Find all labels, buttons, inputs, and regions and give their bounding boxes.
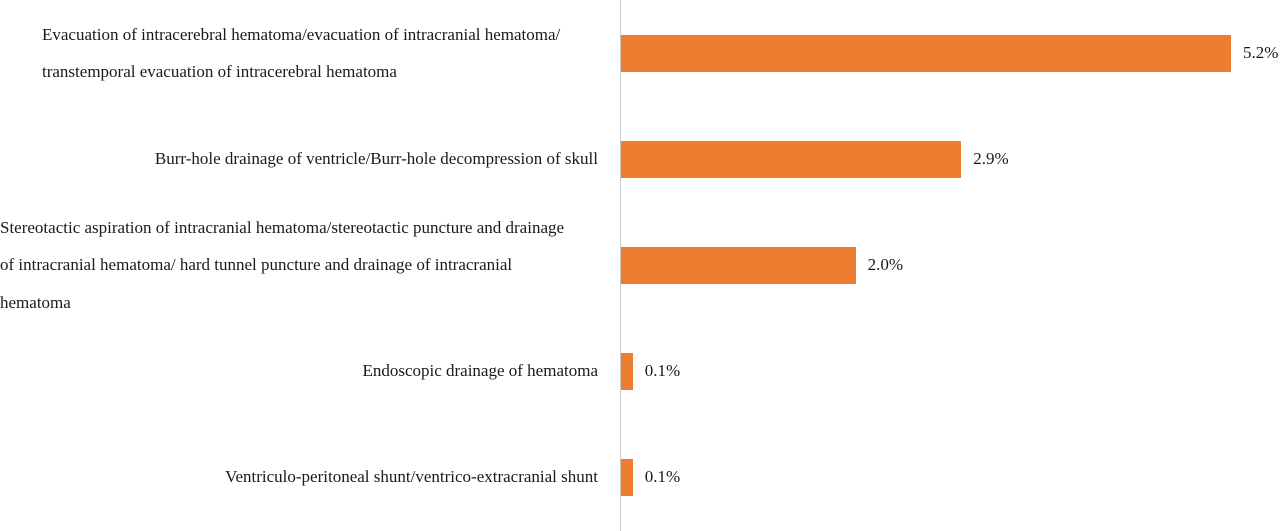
category-label: Stereotactic aspiration of intracranial …: [0, 217, 565, 312]
data-label: 0.1%: [644, 467, 681, 486]
category-label: Burr-hole drainage of ventricle/Burr-hol…: [154, 149, 598, 169]
category-label: Endoscopic drainage of hematoma: [362, 361, 598, 381]
bar: [621, 352, 633, 390]
data-label: 5.2%: [1243, 43, 1279, 62]
bar: [621, 34, 1231, 72]
category-label: Evacuation of intracerebral hematoma/eva…: [42, 24, 561, 82]
category-axis-line: [620, 0, 621, 531]
data-label: 2.0%: [867, 255, 904, 274]
data-label: 2.9%: [973, 149, 1009, 168]
category-label: Ventriculo-peritoneal shunt/ventrico-ext…: [225, 467, 598, 487]
bar: [621, 140, 962, 178]
data-label: 0.1%: [644, 361, 681, 380]
bar: [621, 458, 633, 496]
bar: [621, 246, 856, 284]
